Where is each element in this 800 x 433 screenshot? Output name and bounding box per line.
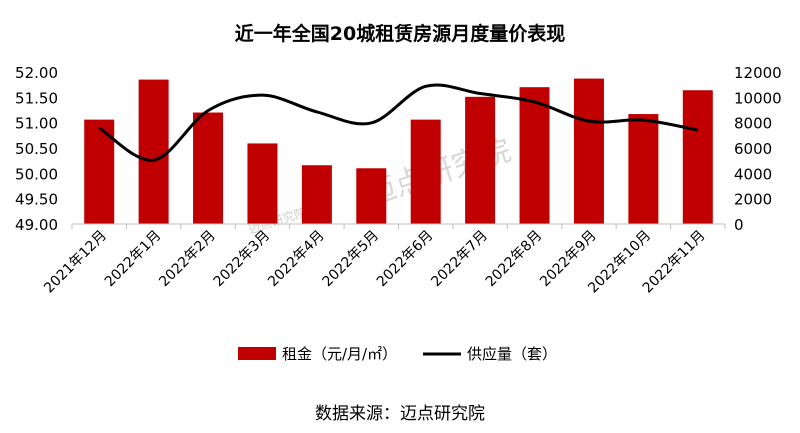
y-left-tick-label: 52.00 <box>15 64 58 82</box>
legend-bar-swatch <box>238 347 276 360</box>
bar <box>465 96 496 224</box>
x-tick-label: 2022年1月 <box>102 228 165 291</box>
data-source: 数据来源：迈点研究院 <box>315 404 485 424</box>
x-tick-label: 2022年2月 <box>156 228 219 291</box>
bar <box>138 79 169 224</box>
bar <box>519 87 550 224</box>
y-left-tick-label: 51.50 <box>15 89 58 107</box>
y-right-tick-label: 10000 <box>734 89 782 107</box>
x-tick-label: 2022年4月 <box>265 228 328 291</box>
supply-line <box>98 83 699 162</box>
y-right-tick-label: 8000 <box>734 115 772 133</box>
y-left-tick-label: 50.00 <box>15 165 58 183</box>
y-right-tick-label: 6000 <box>734 140 772 158</box>
bar <box>573 78 604 224</box>
x-tick-label: 2022年5月 <box>320 228 383 291</box>
chart-title: 近一年全国20城租赁房源月度量价表现 <box>235 22 565 45</box>
x-tick-label: 2022年7月 <box>428 228 491 291</box>
y-left-tick-label: 49.00 <box>15 216 58 234</box>
bar <box>301 165 332 224</box>
bar <box>410 119 441 224</box>
y-right-tick-label: 2000 <box>734 191 772 209</box>
bar <box>628 114 659 224</box>
x-tick-label: 2022年8月 <box>483 228 546 291</box>
legend-bar-label: 租金（元/月/㎡） <box>282 345 397 363</box>
y-right-tick-label: 12000 <box>734 64 782 82</box>
y-right-tick-label: 4000 <box>734 165 772 183</box>
y-left-tick-label: 49.50 <box>15 191 58 209</box>
y-left-tick-label: 50.50 <box>15 140 58 158</box>
y-left-tick-label: 51.00 <box>15 115 58 133</box>
x-tick-label: 2021年12月 <box>41 228 110 297</box>
bar <box>247 143 278 224</box>
x-tick-label: 2022年6月 <box>374 228 437 291</box>
bar <box>356 168 387 224</box>
y-right-tick-label: 0 <box>734 216 744 234</box>
bar <box>193 112 224 224</box>
legend-line-label: 供应量（套） <box>467 345 557 363</box>
x-tick-label: 2022年3月 <box>211 228 274 291</box>
bar <box>682 90 713 225</box>
